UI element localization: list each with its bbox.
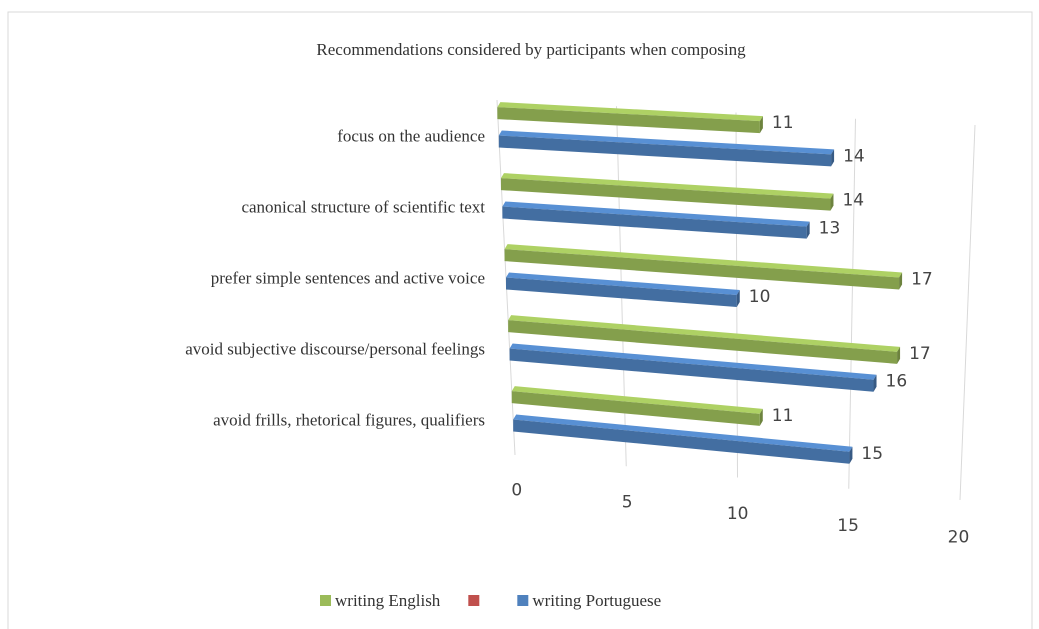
bar (509, 348, 874, 392)
bar-top (498, 130, 835, 155)
bar-end (759, 408, 763, 426)
bar-top (502, 201, 810, 227)
y-tick-label: avoid frills, rhetorical figures, qualif… (213, 410, 485, 429)
bar-end (849, 446, 853, 464)
bar-end (897, 346, 901, 364)
legend-label: writing Portuguese (532, 591, 661, 610)
bar-end (806, 221, 810, 239)
value-label: 10 (749, 287, 771, 307)
x-tick-label: 10 (727, 504, 749, 524)
bar (504, 249, 900, 290)
bar-end (736, 290, 740, 307)
value-label: 17 (909, 344, 931, 364)
y-tick-label: focus on the audience (337, 126, 485, 145)
value-label: 13 (819, 219, 841, 239)
x-tick-label: 15 (837, 516, 859, 536)
bar-end (873, 374, 877, 392)
bar (502, 206, 807, 239)
chart-frame (7, 11, 1033, 629)
bar-top (497, 102, 763, 122)
y-tick-label: canonical structure of scientific text (241, 197, 485, 216)
y-tick-label: prefer simple sentences and active voice (211, 268, 485, 287)
value-label: 11 (772, 113, 794, 133)
bar-end (830, 193, 834, 211)
bar-top (508, 315, 901, 352)
bar-end (831, 149, 835, 167)
chart-title: Recommendations considered by participan… (316, 40, 746, 59)
value-label: 14 (843, 146, 865, 166)
y-tick-label: avoid subjective discourse/personal feel… (185, 339, 485, 358)
value-label: 15 (861, 444, 883, 464)
bar (506, 277, 737, 307)
bar-end (759, 116, 763, 134)
legend-swatch (320, 595, 331, 606)
bar (511, 391, 760, 426)
legend-swatch (517, 595, 529, 606)
bar (500, 178, 831, 211)
bar-top (504, 244, 903, 278)
legend-swatch (468, 595, 480, 606)
grid-line (959, 124, 976, 501)
bar-top (513, 414, 853, 452)
bar-top (500, 173, 834, 199)
bar-top (511, 386, 763, 414)
bar (498, 135, 832, 167)
x-tick-label: 5 (622, 492, 633, 512)
value-label: 11 (772, 406, 794, 426)
grid-line (848, 118, 856, 489)
bar (513, 419, 850, 464)
x-tick-label: 0 (511, 481, 522, 501)
value-label: 16 (886, 372, 908, 392)
bar-end (899, 272, 903, 290)
value-label: 14 (842, 191, 864, 211)
legend-label: writing English (335, 591, 441, 610)
value-label: 17 (911, 269, 933, 289)
x-tick-label: 20 (948, 528, 970, 548)
bar (508, 320, 898, 364)
bar-top (506, 272, 740, 295)
bar-top (509, 343, 877, 380)
bar (497, 107, 760, 134)
